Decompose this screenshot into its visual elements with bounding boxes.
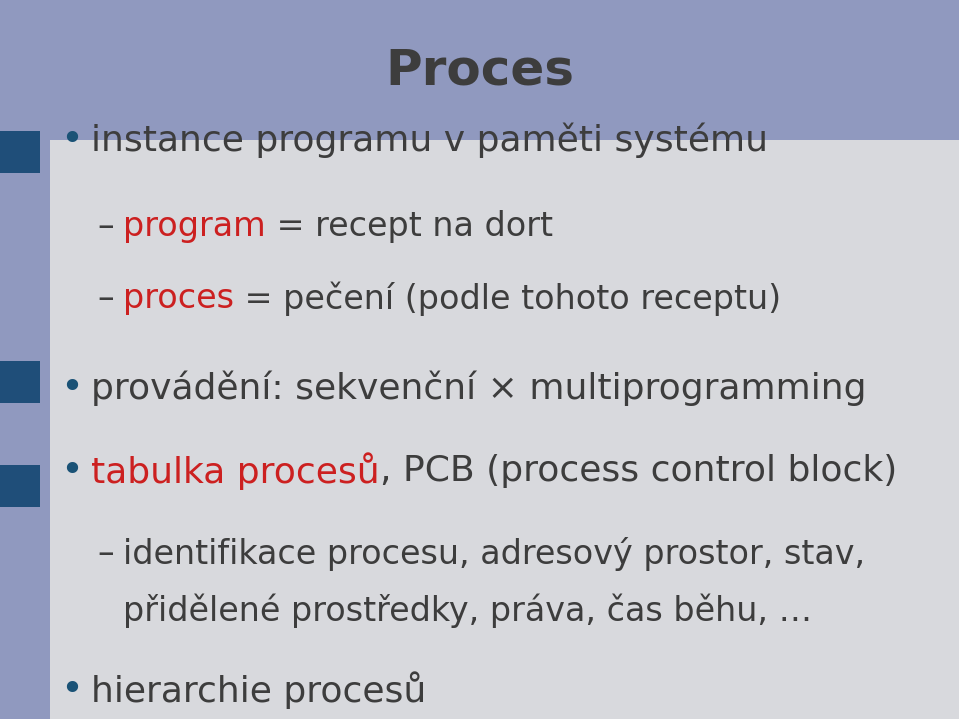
- Bar: [0, 131, 40, 173]
- Text: = pečení (podle tohoto receptu): = pečení (podle tohoto receptu): [234, 281, 781, 316]
- Text: identifikace procesu, adresový prostor, stav,: identifikace procesu, adresový prostor, …: [123, 536, 865, 571]
- Text: •: •: [60, 122, 83, 159]
- Text: = recept na dort: = recept na dort: [266, 210, 552, 243]
- Text: proces: proces: [123, 282, 234, 315]
- Text: hierarchie procesů: hierarchie procesů: [91, 672, 427, 709]
- Text: přidělené prostředky, práva, čas běhu, …: přidělené prostředky, práva, čas běhu, …: [123, 594, 812, 628]
- Text: –: –: [97, 537, 114, 570]
- Text: –: –: [97, 210, 114, 243]
- Text: •: •: [60, 452, 83, 490]
- Text: –: –: [97, 282, 114, 315]
- Text: Proces: Proces: [385, 46, 574, 94]
- Text: •: •: [60, 672, 83, 709]
- Bar: [50, 140, 959, 719]
- Bar: [0, 465, 40, 507]
- Text: instance programu v paměti systému: instance programu v paměti systému: [91, 122, 768, 158]
- Text: , PCB (process control block): , PCB (process control block): [380, 454, 897, 488]
- Text: provádění: sekvenční × multiprogramming: provádění: sekvenční × multiprogramming: [91, 370, 867, 406]
- Bar: [0, 361, 40, 403]
- Text: tabulka procesů: tabulka procesů: [91, 452, 380, 490]
- Text: program: program: [123, 210, 266, 243]
- Text: •: •: [60, 370, 83, 407]
